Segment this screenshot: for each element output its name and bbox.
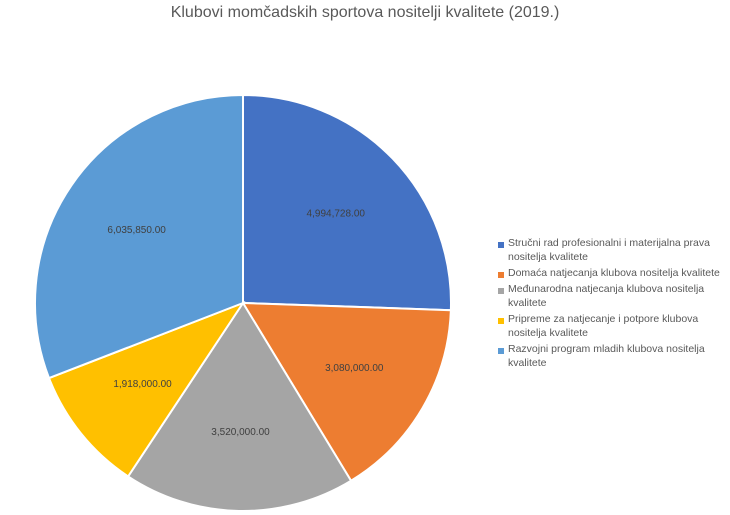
data-label-4: 6,035,850.00 bbox=[107, 225, 166, 236]
data-label-2: 3,520,000.00 bbox=[211, 427, 270, 438]
legend-label-4: Razvojni program mladih klubova nositelj… bbox=[508, 343, 705, 369]
legend-label-2: Međunarodna natjecanja klubova nositelja… bbox=[508, 283, 705, 309]
legend-label-3: Pripreme za natjecanje i potpore klubova… bbox=[508, 313, 699, 339]
legend-swatch-4 bbox=[498, 348, 504, 354]
legend-swatch-2 bbox=[498, 288, 504, 294]
chart-legend: Stručni rad profesionalni i materijalna … bbox=[498, 236, 730, 372]
legend-item-3: Pripreme za natjecanje i potpore klubova… bbox=[498, 312, 730, 340]
pie-slice-3 bbox=[47, 300, 246, 478]
pie-slices bbox=[34, 93, 452, 512]
legend-swatch-0 bbox=[498, 242, 504, 248]
pie-slice-2 bbox=[126, 301, 353, 512]
legend-swatch-1 bbox=[498, 272, 504, 278]
legend-item-4: Razvojni program mladih klubova nositelj… bbox=[498, 342, 730, 370]
pie-slice-0 bbox=[242, 93, 452, 312]
legend-item-1: Domaća natjecanja klubova nositelja kval… bbox=[498, 266, 730, 280]
legend-item-2: Međunarodna natjecanja klubova nositelja… bbox=[498, 282, 730, 310]
legend-item-0: Stručni rad profesionalni i materijalna … bbox=[498, 236, 730, 264]
legend-swatch-3 bbox=[498, 318, 504, 324]
pie-data-labels: 4,994,728.00 3,080,000.00 3,520,000.00 1,91… bbox=[107, 208, 384, 438]
chart-title: Klubovi momčadskih sportova nositelji kv… bbox=[170, 4, 560, 21]
data-label-1: 3,080,000.00 bbox=[325, 363, 384, 374]
pie-slice-1 bbox=[241, 301, 452, 483]
legend-label-0: Stručni rad profesionalni i materijalna … bbox=[508, 237, 710, 263]
pie-slice-4 bbox=[34, 93, 244, 380]
data-label-0: 4,994,728.00 bbox=[307, 208, 366, 219]
data-label-3: 1,918,000.00 bbox=[113, 379, 172, 390]
legend-label-1: Domaća natjecanja klubova nositelja kval… bbox=[508, 267, 720, 279]
